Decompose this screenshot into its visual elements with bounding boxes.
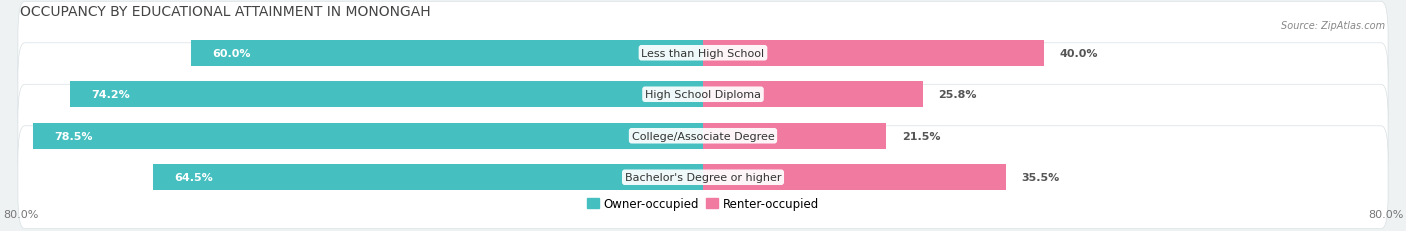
Bar bbox=[191, 41, 703, 66]
Text: 35.5%: 35.5% bbox=[1021, 173, 1060, 182]
Bar bbox=[34, 123, 703, 149]
Text: 40.0%: 40.0% bbox=[1060, 49, 1098, 58]
Text: 25.8%: 25.8% bbox=[938, 90, 977, 100]
Bar bbox=[70, 82, 703, 108]
Bar bbox=[703, 82, 924, 108]
Bar bbox=[703, 123, 886, 149]
FancyBboxPatch shape bbox=[18, 85, 1388, 187]
Text: OCCUPANCY BY EDUCATIONAL ATTAINMENT IN MONONGAH: OCCUPANCY BY EDUCATIONAL ATTAINMENT IN M… bbox=[21, 5, 432, 19]
Text: 78.5%: 78.5% bbox=[55, 131, 93, 141]
Text: High School Diploma: High School Diploma bbox=[645, 90, 761, 100]
Text: Source: ZipAtlas.com: Source: ZipAtlas.com bbox=[1281, 21, 1385, 31]
Text: Bachelor's Degree or higher: Bachelor's Degree or higher bbox=[624, 173, 782, 182]
Bar bbox=[703, 41, 1045, 66]
FancyBboxPatch shape bbox=[18, 2, 1388, 105]
Bar bbox=[703, 165, 1005, 190]
Text: 74.2%: 74.2% bbox=[91, 90, 129, 100]
FancyBboxPatch shape bbox=[18, 44, 1388, 146]
Text: 21.5%: 21.5% bbox=[901, 131, 941, 141]
Text: Less than High School: Less than High School bbox=[641, 49, 765, 58]
Text: 60.0%: 60.0% bbox=[212, 49, 250, 58]
FancyBboxPatch shape bbox=[18, 126, 1388, 229]
Legend: Owner-occupied, Renter-occupied: Owner-occupied, Renter-occupied bbox=[582, 193, 824, 215]
Bar bbox=[153, 165, 703, 190]
Text: 64.5%: 64.5% bbox=[174, 173, 212, 182]
Text: College/Associate Degree: College/Associate Degree bbox=[631, 131, 775, 141]
